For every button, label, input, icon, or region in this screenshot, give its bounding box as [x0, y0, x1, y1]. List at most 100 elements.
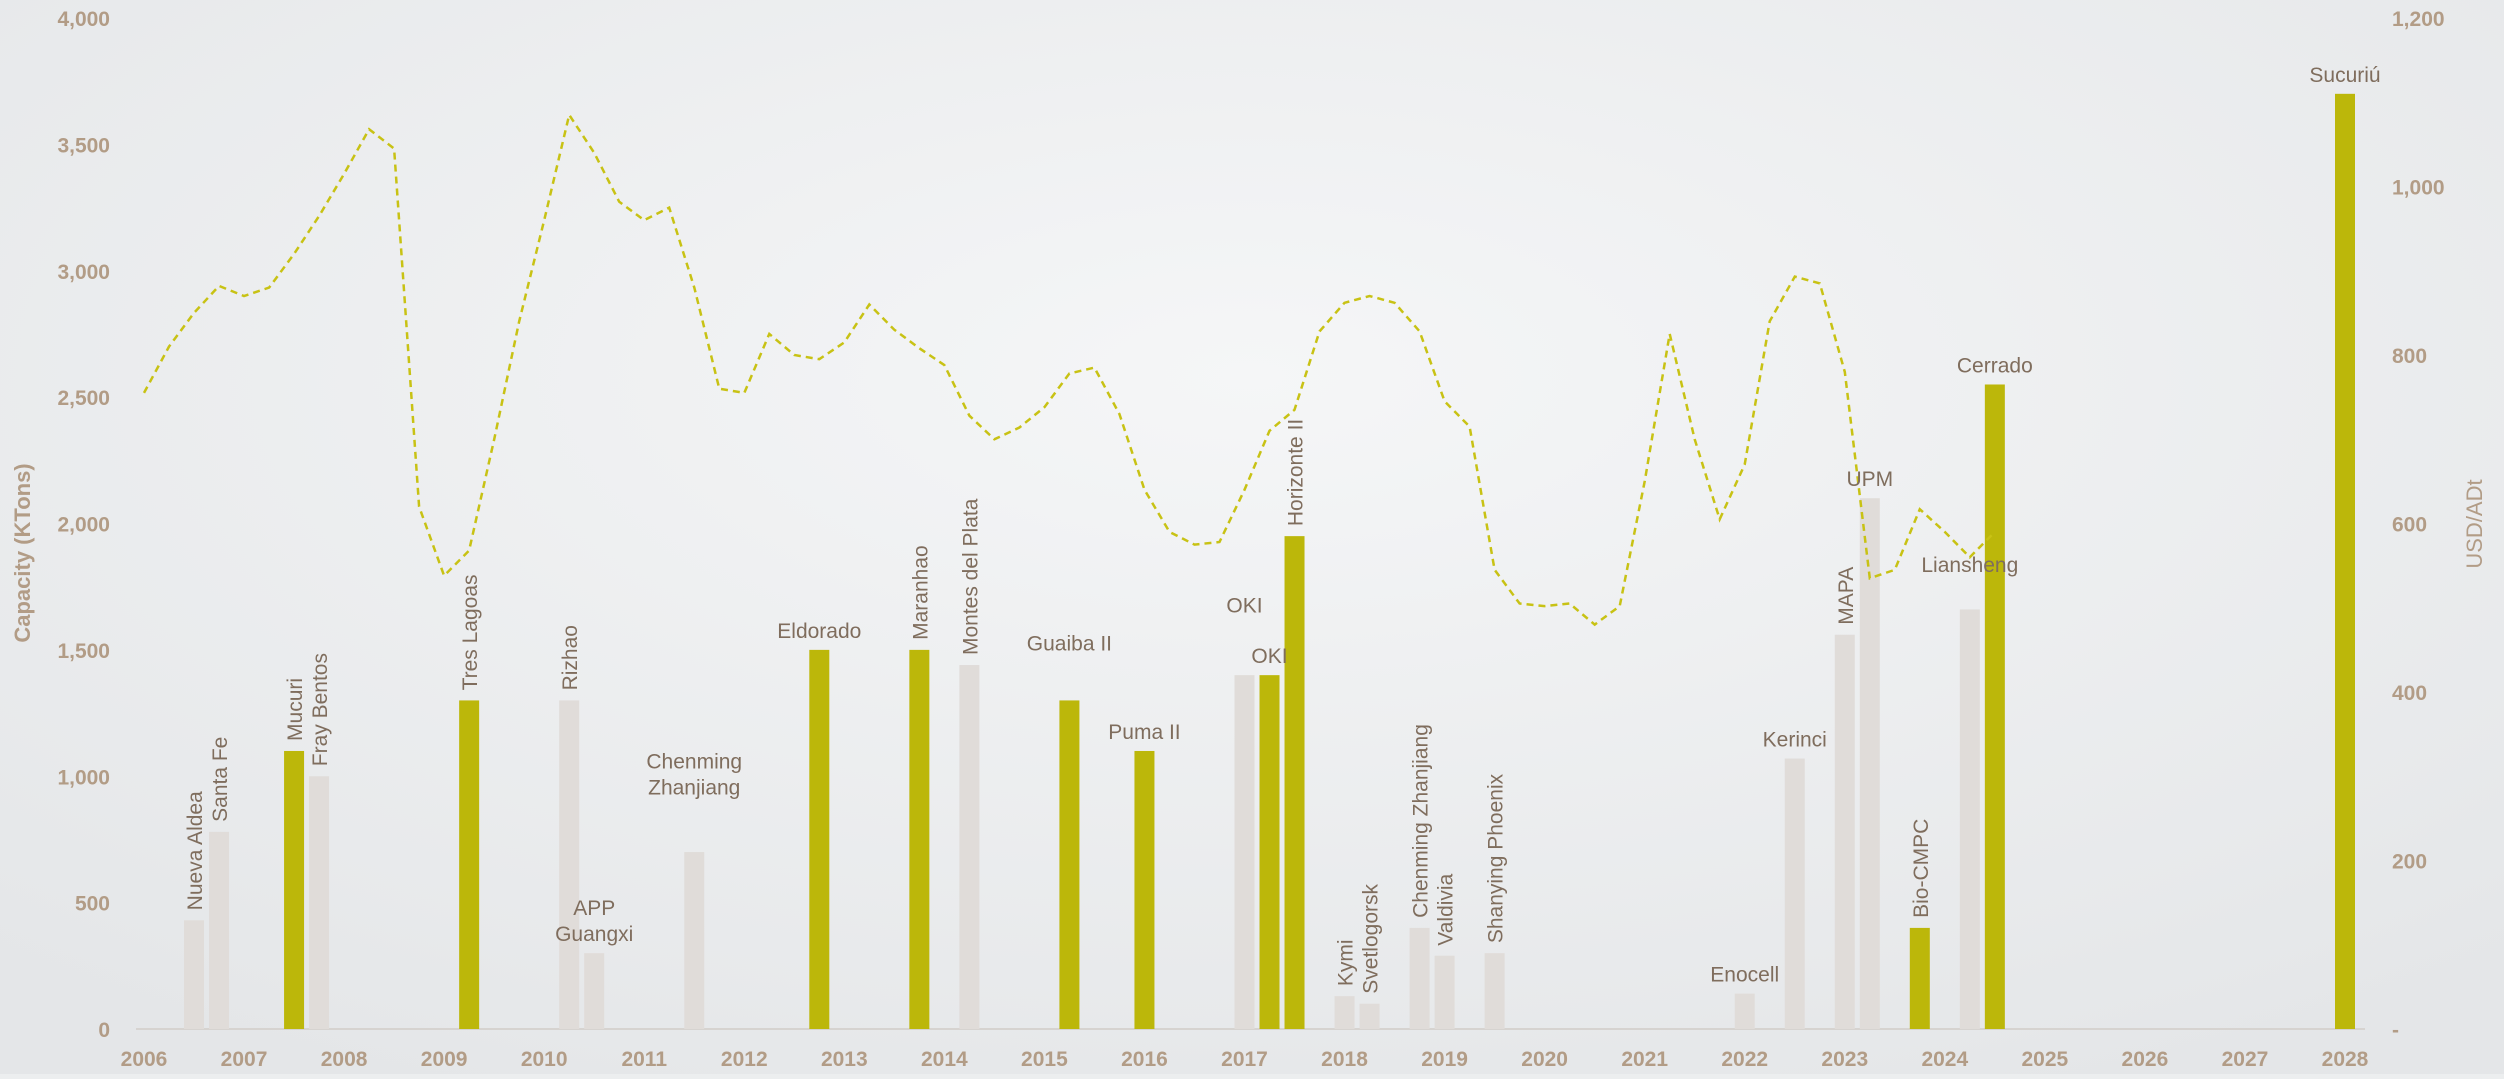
bar-label: Chenming Zhanjiang: [1410, 724, 1433, 918]
x-tick-label: 2022: [1721, 1048, 1768, 1071]
bar: [209, 831, 230, 1029]
bar: [1484, 953, 1505, 1029]
bar-label: Horizonte II: [1285, 419, 1308, 526]
capacity-bars: [184, 93, 2355, 1030]
bar: [559, 700, 580, 1029]
x-tick-label: 2023: [1821, 1048, 1868, 1071]
x-tick-label: 2017: [1221, 1048, 1268, 1071]
bar: [959, 665, 980, 1029]
bar-label: Bio-CMPC: [1910, 819, 1933, 918]
bar-label: Eldorado: [777, 620, 861, 643]
bar: [184, 920, 205, 1029]
left-tick-label: 1,000: [57, 766, 110, 789]
left-tick-label: 500: [75, 893, 110, 916]
x-tick-label: 2010: [521, 1048, 568, 1071]
bar-label: UPM: [1846, 468, 1893, 491]
bar: [2335, 93, 2355, 1029]
price-line: [142, 111, 1996, 627]
bar-label: Nueva Aldea: [184, 791, 207, 910]
left-tick-label: 0: [98, 1019, 110, 1042]
x-tick-label: 2006: [121, 1048, 168, 1071]
bar: [1959, 609, 1980, 1029]
left-tick-label: 3,000: [57, 261, 110, 284]
x-tick-label: 2027: [2222, 1048, 2269, 1071]
bar: [1434, 955, 1455, 1029]
bar-label: Kymi: [1335, 939, 1358, 986]
bar: [684, 852, 705, 1029]
x-tick-label: 2020: [1521, 1048, 1568, 1071]
left-axis-ticks: 0 500 1,000 1,500 2,000 2,500 3,000 3,500 4,000: [57, 8, 110, 1042]
bar: [909, 649, 930, 1029]
left-tick-label: 4,000: [57, 8, 110, 31]
bar: [284, 750, 305, 1029]
bar-label: Puma II: [1108, 721, 1180, 744]
bar: [1134, 750, 1155, 1029]
right-tick-label: 400: [2392, 682, 2427, 705]
right-tick-label: 200: [2392, 851, 2427, 874]
bar-label: Guaiba II: [1027, 633, 1112, 656]
right-tick-label: 600: [2392, 514, 2427, 537]
bar-label: Tres Lagoas: [459, 574, 482, 690]
bar-label: MAPA: [1835, 567, 1858, 625]
bar: [459, 700, 480, 1029]
x-tick-label: 2021: [1621, 1048, 1668, 1071]
bar: [1409, 927, 1430, 1029]
bar-label: Svetlogorsk: [1360, 884, 1383, 994]
bar-label: Chenming Zhanjiang: [646, 751, 742, 800]
bar: [1259, 675, 1280, 1029]
bar: [1234, 675, 1255, 1029]
x-tick-label: 2012: [721, 1048, 768, 1071]
bar-label: Shanying Phoenix: [1485, 773, 1508, 943]
x-tick-label: 2016: [1121, 1048, 1168, 1071]
left-tick-label: 3,500: [57, 134, 110, 157]
x-tick-label: 2009: [421, 1048, 468, 1071]
x-tick-label: 2011: [621, 1048, 667, 1071]
bar: [584, 953, 605, 1029]
bar-label: Fray Bentos: [309, 653, 332, 766]
bar-label: Valdivia: [1435, 873, 1458, 945]
x-tick-label: 2014: [921, 1048, 968, 1071]
x-tick-label: 2015: [1021, 1048, 1068, 1071]
y-axis-title: Capacity (KTons): [10, 463, 35, 642]
x-tick-label: 2018: [1321, 1048, 1368, 1071]
bar-label: Cerrado: [1957, 354, 2033, 377]
bar-label: Maranhao: [909, 545, 932, 640]
right-tick-label: -: [2392, 1019, 2399, 1042]
bar: [1334, 996, 1355, 1029]
bar-label: Santa Fe: [209, 737, 232, 822]
bar-label: Montes del Plata: [959, 498, 982, 655]
bar: [1059, 700, 1080, 1029]
left-tick-label: 2,000: [57, 514, 110, 537]
right-tick-label: 1,000: [2392, 177, 2445, 200]
x-tick-label: 2028: [2322, 1048, 2369, 1071]
bar-label: OKI: [1226, 595, 1262, 618]
right-axis-ticks: - 200 400 600 800 1,000 1,200: [2392, 8, 2445, 1042]
right-tick-label: 800: [2392, 345, 2427, 368]
bar: [1834, 634, 1855, 1029]
bar: [1359, 1003, 1380, 1029]
bar-label: Mucuri: [284, 678, 307, 741]
bar: [1734, 993, 1755, 1029]
bar-label: Sucuriú: [2309, 64, 2380, 87]
left-tick-label: 2,500: [57, 387, 110, 410]
x-tick-label: 2019: [1421, 1048, 1468, 1071]
x-tick-label: 2007: [221, 1048, 268, 1071]
bar: [1984, 384, 2005, 1029]
bar: [1284, 536, 1305, 1029]
bar-label: OKI: [1251, 645, 1287, 668]
bar-label: Rizhao: [559, 625, 582, 690]
x-tick-label: 2013: [821, 1048, 868, 1071]
bar-label: Kerinci: [1763, 729, 1827, 752]
x-tick-label: 2008: [321, 1048, 368, 1071]
bar: [309, 776, 330, 1029]
bar: [1909, 927, 1930, 1029]
bar: [1859, 498, 1880, 1030]
bar-label: Liansheng: [1921, 554, 2018, 577]
y2-axis-title: USD/ADt: [2462, 479, 2487, 568]
x-tick-label: 2026: [2122, 1048, 2169, 1071]
x-tick-label: 2024: [1921, 1048, 1968, 1071]
left-tick-label: 1,500: [57, 640, 110, 663]
